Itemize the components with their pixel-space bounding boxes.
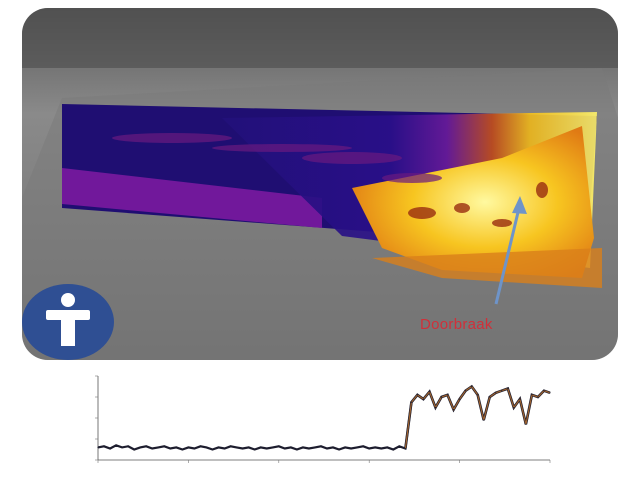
hot-spots: [408, 182, 548, 227]
data-point: [495, 392, 497, 394]
hot-zone: [352, 126, 594, 278]
data-point: [151, 447, 153, 450]
data-point: [398, 445, 400, 447]
data-point: [187, 446, 189, 448]
data-point: [422, 398, 425, 400]
data-point: [145, 445, 147, 447]
data-point: [537, 396, 539, 398]
data-point: [404, 447, 406, 450]
doorbraak-label: Doorbraak: [420, 316, 493, 333]
chart-canvas: [95, 375, 551, 463]
data-point: [531, 394, 533, 396]
line-chart: [22, 362, 618, 474]
data-point: [248, 446, 250, 448]
data-point: [483, 419, 485, 421]
data-point: [290, 446, 292, 448]
info-person-icon: [22, 284, 114, 360]
data-point: [344, 446, 346, 448]
lower-hot-edge: [372, 248, 602, 288]
data-point: [272, 446, 274, 448]
data-point: [157, 446, 159, 448]
data-point: [374, 446, 376, 448]
data-point: [452, 409, 455, 411]
data-point: [169, 447, 171, 450]
data-point: [471, 385, 473, 388]
data-point: [260, 446, 262, 448]
data-point: [338, 448, 340, 451]
data-point: [525, 423, 527, 425]
data-point: [320, 445, 322, 447]
data-point: [121, 446, 123, 448]
data-point: [302, 446, 304, 448]
data-point: [199, 445, 202, 447]
data-point: [362, 445, 364, 447]
data-point: [314, 446, 316, 448]
thermal-image: [22, 8, 618, 360]
data-point: [356, 446, 358, 448]
background-top: [22, 8, 618, 68]
data-point: [368, 447, 370, 450]
data-point: [465, 390, 467, 392]
data-point: [242, 447, 244, 450]
data-point: [229, 445, 232, 447]
data-point: [446, 394, 449, 396]
data-point: [133, 448, 135, 451]
data-point: [181, 448, 183, 451]
data-point: [350, 447, 352, 450]
data-point: [519, 398, 521, 400]
series-line-low: [97, 402, 413, 451]
arrow-shaft: [494, 203, 522, 305]
data-point: [103, 445, 105, 447]
data-point: [109, 447, 111, 450]
data-point: [217, 446, 220, 448]
data-point: [139, 446, 141, 448]
data-point: [254, 448, 256, 451]
data-point: [332, 446, 334, 448]
data-point: [326, 447, 328, 450]
data-point: [507, 388, 509, 390]
data-point: [386, 446, 388, 448]
data-point: [211, 448, 214, 451]
data-point: [549, 392, 551, 394]
data-point: [392, 448, 394, 451]
data-point: [380, 447, 382, 450]
data-point: [489, 396, 491, 398]
data-point: [97, 446, 99, 448]
data-point: [284, 447, 286, 450]
data-point: [278, 445, 280, 447]
data-point: [428, 391, 431, 393]
data-point: [205, 446, 208, 448]
data-point: [193, 447, 196, 450]
data-point: [477, 394, 479, 396]
purple-edge: [62, 168, 322, 228]
data-point: [236, 446, 238, 448]
thermal-photo: Doorbraak: [22, 8, 618, 360]
data-point: [296, 448, 298, 451]
data-point: [115, 444, 117, 446]
data-point: [501, 390, 503, 392]
data-point: [459, 398, 461, 400]
data-point: [175, 446, 177, 448]
data-point: [127, 445, 129, 447]
data-point: [543, 390, 545, 392]
data-point: [513, 406, 515, 409]
data-point: [416, 394, 419, 396]
data-point: [440, 396, 443, 398]
data-point: [434, 406, 437, 409]
data-point: [266, 447, 268, 450]
data-point: [308, 447, 310, 450]
data-point: [410, 401, 412, 403]
arrow-head: [512, 196, 527, 214]
data-point: [223, 447, 226, 450]
info-badge[interactable]: [22, 282, 118, 360]
warm-streaks: [112, 133, 442, 183]
data-point: [163, 445, 165, 447]
